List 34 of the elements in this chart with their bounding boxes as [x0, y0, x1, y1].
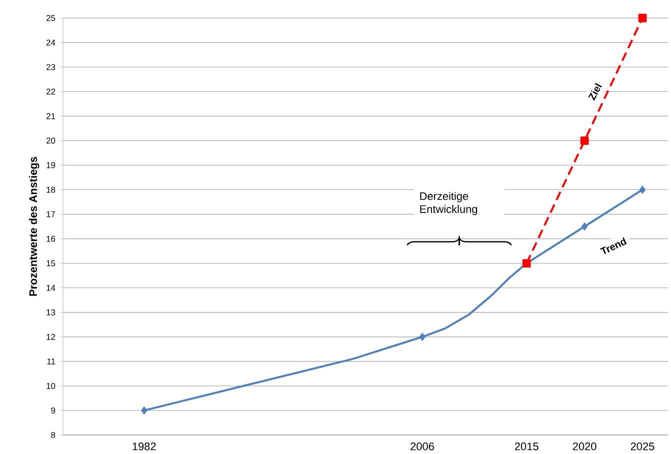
point [522, 259, 531, 268]
y-tick-label: 20 [46, 138, 56, 144]
point [419, 332, 426, 342]
y-tick-label: 24 [46, 40, 56, 46]
annotation: Derzeitige Entwicklung [420, 192, 478, 216]
y-tick-label: 16 [46, 236, 56, 242]
y-tick-label: 21 [46, 113, 56, 120]
y-tick-label: 22 [46, 88, 56, 95]
y-tick-label: 12 [46, 334, 56, 340]
point [638, 14, 647, 22]
y-tick-label: 10 [46, 383, 56, 390]
y-tick-label: 15 [46, 260, 56, 266]
y-tick-label: 11 [47, 358, 56, 365]
annotation: Trend [600, 238, 627, 254]
x-tick-label: 2020 [572, 442, 596, 450]
point [140, 406, 148, 415]
point [639, 186, 646, 194]
y-tick-label: 19 [46, 162, 56, 168]
x-tick-label: 2015 [514, 442, 538, 450]
point [580, 136, 589, 146]
point [581, 222, 588, 231]
x-tick-label: 2025 [630, 442, 654, 450]
x-tick-label: 2006 [410, 442, 434, 450]
y-tick-label: 8 [51, 432, 56, 438]
y-tick-label: 23 [46, 64, 56, 70]
y-tick-label: 18 [46, 186, 56, 193]
x-tick-label: 1982 [132, 442, 156, 450]
y-axis-title: Prozentwerte des Anstiegs [28, 157, 40, 296]
y-tick-label: 25 [46, 15, 56, 22]
y-tick-label: 14 [46, 285, 56, 291]
y-tick-label: 9 [51, 408, 56, 414]
y-tick-label: 13 [46, 310, 56, 316]
annotation: Ziel [588, 83, 602, 101]
y-tick-label: 17 [46, 212, 56, 218]
